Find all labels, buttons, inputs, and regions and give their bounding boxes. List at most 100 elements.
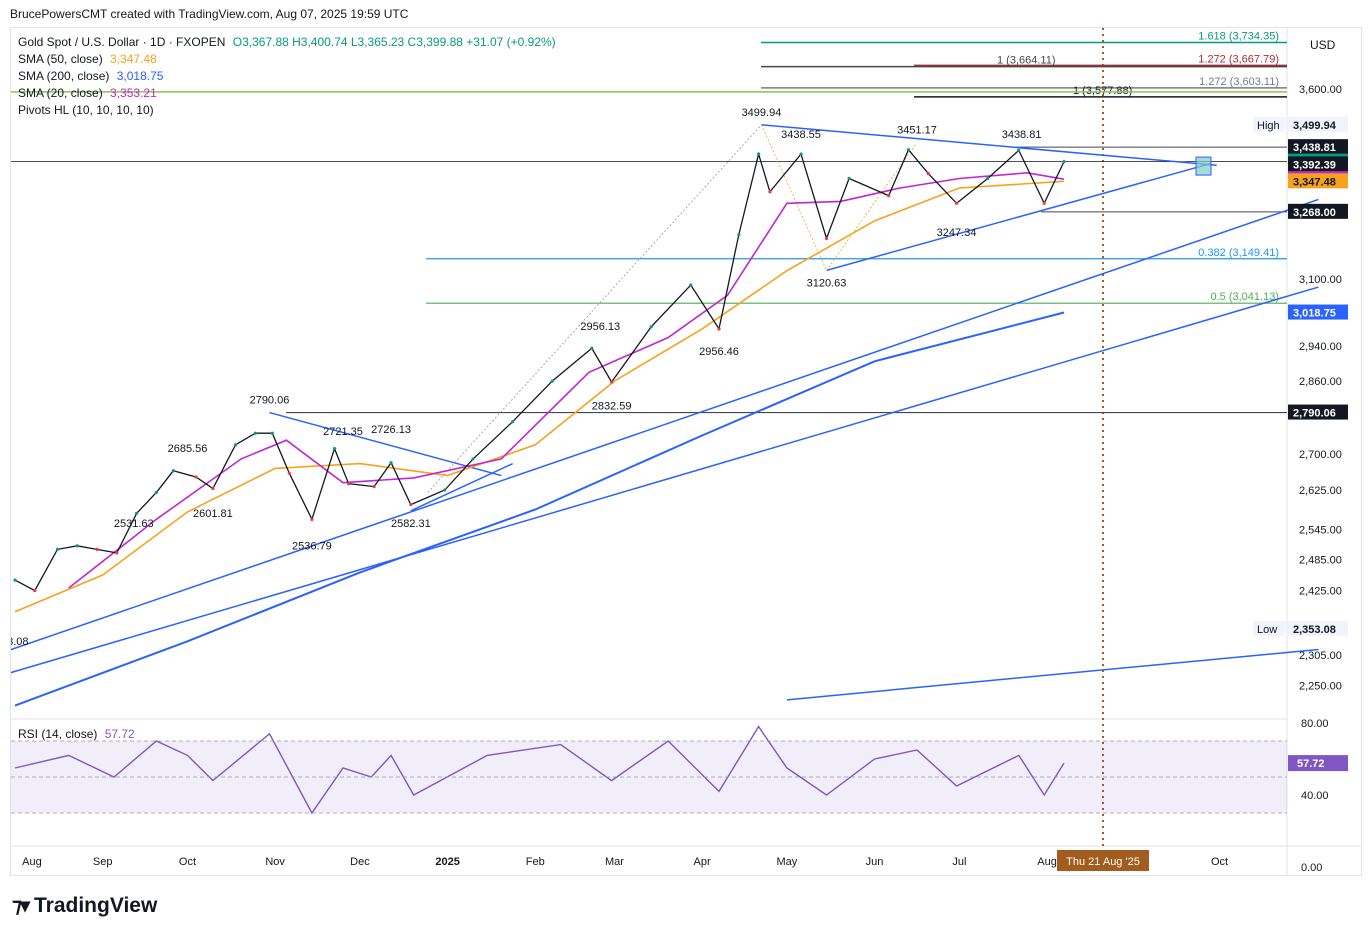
rsi-value-label: 57.72 [1297, 758, 1325, 770]
sma20-line [68, 171, 1065, 589]
sma50-line [14, 180, 1065, 613]
price-line [14, 148, 1065, 592]
chart-container[interactable]: 1.618 (3,734.35) 1.272 (3,667.79) 1 (3,664… [0, 27, 1362, 876]
price-point [270, 431, 274, 435]
price-tag [1288, 304, 1348, 320]
fib-level-label: 0.382 (3,149.41) [1198, 247, 1279, 259]
price-point [986, 176, 990, 181]
legend-sma200[interactable]: SMA (200, close) 3,018.75 [18, 69, 163, 83]
currency-label[interactable]: USD [1310, 38, 1336, 52]
price-tag [1288, 173, 1348, 189]
price-tag-value: 3,392.39 [1293, 159, 1336, 171]
price-point [799, 152, 803, 156]
legend-rsi[interactable]: RSI (14, close) 57.72 [18, 727, 135, 741]
chart-attribution: BrucePowersCMT created with TradingView.… [10, 7, 409, 21]
price-point [253, 431, 257, 435]
price-point [926, 171, 930, 176]
legend-sma20[interactable]: SMA (20, close) 3,353.21 [18, 86, 157, 100]
time-axis-tick: May [777, 856, 798, 868]
cursor-date-tag [1057, 850, 1149, 871]
price-axis-tick: 3,100.00 [1299, 274, 1342, 286]
price-axis-tick: 2,700.00 [1299, 449, 1342, 461]
pivot-label: 3120.63 [807, 277, 847, 289]
sma200-value: 3,018.75 [116, 69, 164, 83]
pivot-label: 2531.63 [114, 518, 154, 530]
fib-level-label: 1 (3,577.88) [1073, 85, 1132, 97]
pivots-label: Pivots HL (10, 10, 10, 10) [18, 103, 154, 117]
price-point [211, 486, 215, 491]
rsi-legend-value: 57.72 [104, 727, 135, 741]
triangle-upper-trendline [761, 124, 1217, 167]
pivot-label: 3438.55 [781, 129, 821, 141]
pivot-label: 2790.06 [250, 395, 290, 407]
time-axis-tick: Sep [93, 856, 113, 868]
price-point [757, 152, 761, 156]
price-axis-tick: 2,545.00 [1299, 524, 1342, 536]
time-axis-tick: Oct [179, 856, 196, 868]
descending-trendline [269, 411, 502, 477]
long-term-trendline-bottom [786, 648, 1319, 701]
price-point [154, 490, 158, 494]
price-tag-value: 3,438.81 [1293, 142, 1336, 154]
price-tag-prefix-box [1253, 620, 1285, 636]
price-point [471, 457, 475, 461]
price-axis-tick: 2,250.00 [1299, 681, 1342, 693]
price-point [310, 517, 314, 521]
sma20-label: SMA (20, close) [18, 86, 103, 100]
price-tag-value: 3,018.75 [1293, 308, 1336, 320]
pivot-label: 2582.31 [391, 518, 431, 530]
tradingview-logo-icon: ⁊▾ [12, 895, 30, 917]
tradingview-brand[interactable]: ⁊▾ TradingView [12, 893, 157, 918]
time-axis-tick: Feb [526, 856, 545, 868]
fib-measure-line [427, 124, 762, 493]
rsi-axis-tick: 40.00 [1301, 790, 1329, 802]
price-axis-tick: 3,600.00 [1299, 84, 1342, 96]
price-point [13, 578, 17, 582]
symbol-title[interactable]: Gold Spot / U.S. Dollar · 1D · FXOPEN [18, 35, 226, 49]
pivot-label: 2601.81 [193, 508, 233, 520]
pivot-label: 2685.56 [168, 443, 208, 455]
price-point [134, 511, 139, 515]
fib-level-label: 0.5 (3,041.13) [1211, 291, 1280, 303]
rsi-axis-tick: 0.00 [1301, 862, 1322, 874]
time-axis-tick: Mar [605, 856, 624, 868]
price-tag [1288, 156, 1348, 172]
price-tag [1288, 203, 1348, 219]
pivot-label: 3247.34 [937, 227, 977, 239]
price-point [233, 443, 238, 447]
time-axis-tick: Jul [952, 856, 966, 868]
price-point [171, 469, 175, 473]
price-point [332, 446, 337, 451]
price-point [717, 327, 721, 331]
pivot-label: 2832.59 [592, 400, 632, 412]
pivot-label: 3438.81 [1002, 129, 1042, 141]
price-point [590, 346, 594, 350]
price-point [115, 551, 119, 555]
price-chart[interactable]: 1.618 (3,734.35) 1.272 (3,667.79) 1 (3,664… [0, 28, 1361, 875]
time-axis-tick: 2025 [435, 856, 459, 868]
pivot-label: 2726.13 [371, 424, 411, 436]
price-point [824, 236, 829, 241]
time-axis-tick: Jun [866, 856, 884, 868]
price-tag-value: 3,499.94 [1293, 120, 1337, 132]
time-axis-tick: Apr [694, 856, 711, 868]
price-tag-value: 3,268.00 [1293, 207, 1336, 219]
price-axis-tick: 2,860.00 [1299, 376, 1342, 388]
price-point [33, 588, 37, 593]
price-point [1042, 201, 1046, 205]
price-axis-tick: 2,625.00 [1299, 485, 1342, 497]
price-point [906, 148, 911, 152]
price-point [1062, 160, 1066, 164]
legend-sma50[interactable]: SMA (50, close) 3,347.48 [18, 52, 157, 66]
sma20-value: 3,353.21 [110, 86, 157, 100]
price-point [75, 544, 79, 548]
price-tag [1288, 404, 1348, 420]
fib-level-label: 1.272 (3,667.79) [1198, 53, 1279, 65]
sma200-line [14, 311, 1065, 707]
cursor-date-label: Thu 21 Aug '25 [1066, 856, 1140, 868]
legend-pivots[interactable]: Pivots HL (10, 10, 10, 10) [18, 103, 154, 117]
fib-measure-line [761, 124, 827, 271]
price-point [95, 547, 99, 551]
long-term-trendline-lower [0, 286, 1319, 677]
pennant-lower-trendline [410, 462, 513, 512]
